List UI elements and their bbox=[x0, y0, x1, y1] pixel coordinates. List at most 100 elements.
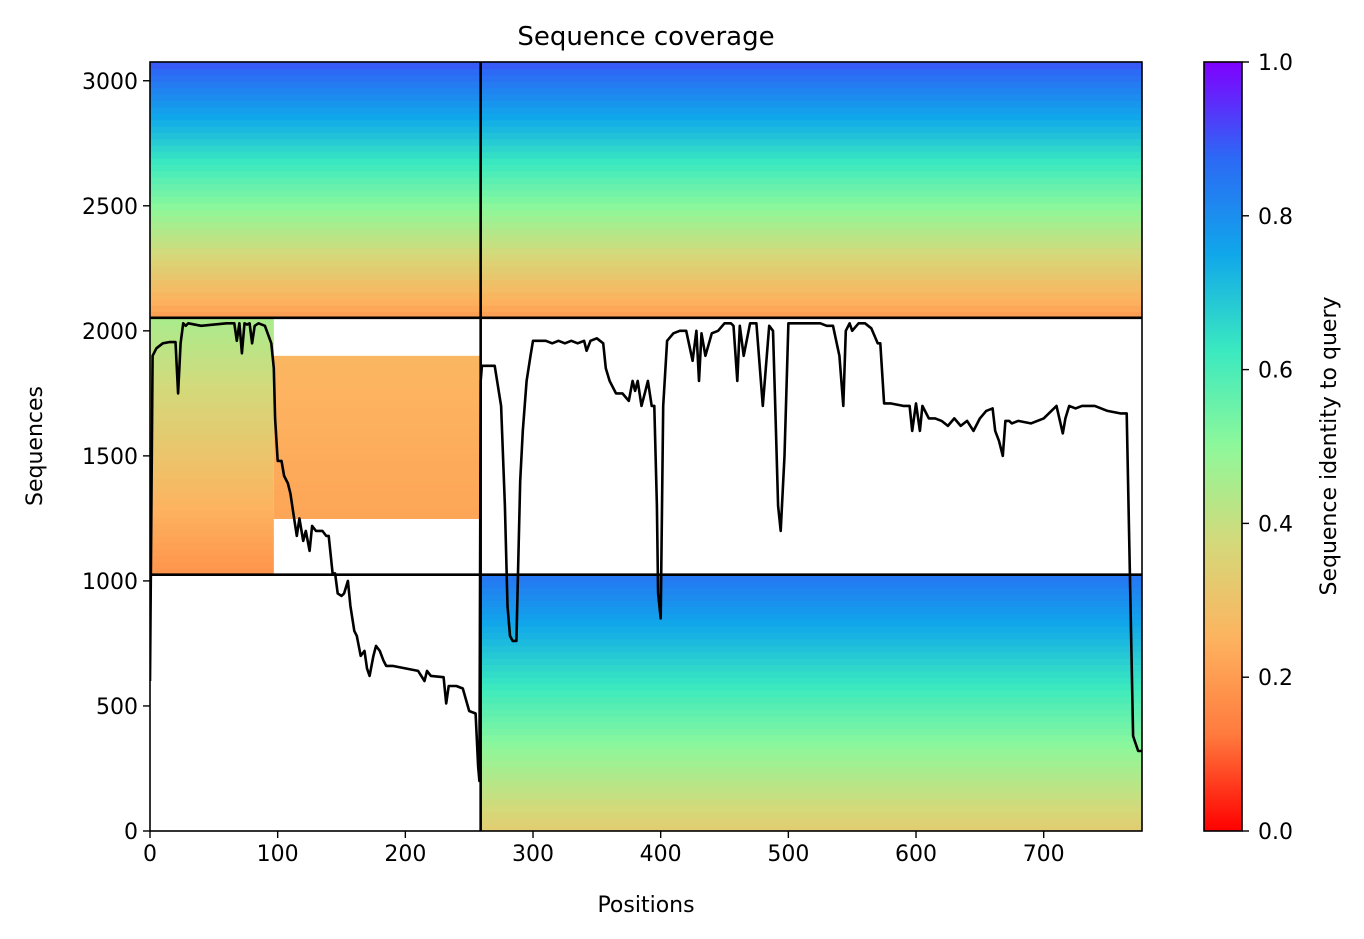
coverage-band bbox=[273, 502, 481, 507]
coverage-band bbox=[150, 253, 481, 261]
coverage-band bbox=[150, 87, 481, 95]
coverage-block-3 bbox=[150, 317, 274, 576]
coverage-band bbox=[480, 266, 1142, 274]
coverage-band bbox=[273, 380, 481, 385]
coverage-band bbox=[150, 106, 481, 114]
coverage-band bbox=[150, 548, 274, 557]
coverage-band bbox=[480, 209, 1142, 217]
y-axis-label: Sequences bbox=[23, 386, 48, 506]
coverage-band bbox=[150, 382, 274, 390]
coverage-band bbox=[480, 696, 1142, 704]
coverage-band bbox=[273, 465, 481, 471]
coverage-band bbox=[150, 356, 274, 364]
coverage-band bbox=[273, 485, 481, 491]
x-tick-label: 700 bbox=[1023, 842, 1065, 867]
coverage-band bbox=[273, 404, 481, 410]
coverage-band bbox=[480, 645, 1142, 653]
x-tick-label: 200 bbox=[384, 842, 426, 867]
coverage-band bbox=[480, 93, 1142, 101]
coverage-band bbox=[273, 489, 481, 495]
coverage-band bbox=[150, 471, 274, 479]
coverage-band bbox=[480, 600, 1142, 608]
coverage-band bbox=[150, 388, 274, 396]
coverage-band bbox=[150, 138, 481, 146]
coverage-band bbox=[480, 311, 1142, 319]
coverage-band bbox=[150, 285, 481, 293]
coverage-block-2 bbox=[480, 62, 1142, 319]
coverage-band bbox=[273, 355, 481, 361]
coverage-band bbox=[273, 376, 481, 381]
coverage-band bbox=[273, 368, 481, 373]
y-tick-label: 1500 bbox=[82, 445, 138, 470]
coverage-band bbox=[150, 324, 274, 332]
coverage-band bbox=[480, 260, 1142, 268]
coverage-band bbox=[150, 228, 481, 236]
coverage-band bbox=[150, 305, 481, 313]
coverage-band bbox=[480, 62, 1142, 69]
coverage-band bbox=[273, 428, 481, 434]
coverage-band bbox=[273, 420, 481, 426]
x-tick-label: 500 bbox=[767, 842, 809, 867]
colorbar-tick-label: 0.4 bbox=[1258, 512, 1293, 537]
coverage-band bbox=[150, 568, 274, 576]
coverage-band bbox=[150, 234, 481, 242]
coverage-band bbox=[273, 437, 481, 442]
coverage-band bbox=[480, 818, 1142, 826]
block-boundaries bbox=[150, 62, 1142, 831]
colorbar-ticks: 0.0 0.2 0.4 0.6 0.8 1.0 bbox=[1242, 51, 1293, 845]
coverage-band bbox=[150, 260, 481, 268]
chart-title: Sequence coverage bbox=[517, 22, 774, 52]
coverage-band bbox=[480, 221, 1142, 229]
coverage-band bbox=[480, 792, 1142, 800]
coverage-band bbox=[150, 189, 481, 197]
coverage-band bbox=[150, 426, 274, 435]
coverage-band bbox=[480, 754, 1142, 762]
coverage-band bbox=[273, 441, 481, 446]
coverage-band bbox=[150, 465, 274, 473]
coverage-band bbox=[273, 433, 481, 438]
coverage-band bbox=[480, 138, 1142, 146]
coverage-band bbox=[273, 384, 481, 389]
coverage-band bbox=[480, 760, 1142, 768]
coverage-band bbox=[150, 504, 274, 512]
coverage-band bbox=[150, 81, 481, 89]
coverage-band bbox=[150, 202, 481, 210]
coverage-band bbox=[150, 420, 274, 428]
coverage-band bbox=[480, 234, 1142, 242]
coverage-band bbox=[480, 247, 1142, 255]
coverage-band bbox=[150, 151, 481, 159]
coverage-band bbox=[480, 734, 1142, 742]
coverage-band bbox=[150, 74, 481, 82]
coverage-lines bbox=[150, 321, 1142, 783]
y-tick-label: 0 bbox=[124, 820, 138, 845]
coverage-band bbox=[480, 798, 1142, 806]
coverage-band bbox=[480, 670, 1142, 678]
x-tick-label: 0 bbox=[143, 842, 157, 867]
colorbar: 0.0 0.2 0.4 0.6 0.8 1.0 Sequence identity to … bbox=[1203, 51, 1342, 845]
coverage-band bbox=[480, 613, 1142, 621]
coverage-band bbox=[480, 305, 1142, 313]
coverage-band bbox=[480, 298, 1142, 306]
coverage-band bbox=[480, 285, 1142, 293]
coverage-band bbox=[480, 279, 1142, 287]
coverage-band bbox=[150, 177, 481, 185]
coverage-band bbox=[150, 536, 274, 544]
coverage-block-5 bbox=[480, 574, 1142, 831]
coverage-band bbox=[150, 317, 274, 325]
coverage-block-1 bbox=[150, 62, 481, 319]
coverage-band bbox=[480, 145, 1142, 153]
coverage-band bbox=[150, 119, 481, 127]
colorbar-tick-label: 0.2 bbox=[1258, 666, 1293, 691]
coverage-band bbox=[480, 202, 1142, 210]
coverage-band bbox=[150, 68, 481, 76]
coverage-band bbox=[150, 491, 274, 499]
coverage-band bbox=[480, 766, 1142, 774]
coverage-band bbox=[273, 392, 481, 398]
coverage-band bbox=[273, 494, 481, 499]
coverage-band bbox=[480, 709, 1142, 717]
coverage-band bbox=[150, 93, 481, 101]
coverage-band bbox=[273, 453, 481, 459]
coverage-line bbox=[150, 321, 1142, 783]
coverage-band bbox=[480, 196, 1142, 204]
coverage-band bbox=[480, 87, 1142, 95]
